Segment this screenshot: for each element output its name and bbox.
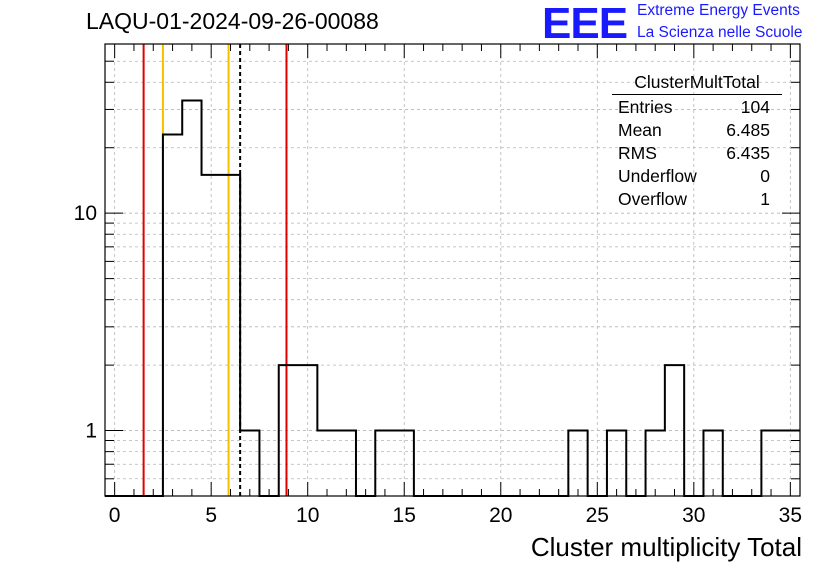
x-tick-label: 25 — [586, 504, 609, 527]
logo-line-2: La Scienza nelle Scuole — [637, 24, 803, 41]
stats-label: Overflow — [618, 189, 688, 209]
stats-row: Entries 104 — [612, 96, 782, 119]
x-tick-label: 20 — [489, 504, 512, 527]
axis-ticks — [105, 43, 800, 497]
stats-label: Underflow — [618, 166, 697, 186]
x-tick-label: 0 — [109, 504, 121, 527]
y-tick-label: 1 — [85, 420, 97, 443]
stats-title: ClusterMultTotal — [612, 72, 782, 95]
stats-value: 0 — [760, 166, 770, 186]
x-tick-label: 15 — [393, 504, 416, 527]
stats-value: 104 — [740, 97, 770, 117]
stats-box: ClusterMultTotal Entries 104 Mean 6.485 … — [612, 72, 782, 211]
histogram-bar — [646, 431, 665, 496]
stats-row: Mean 6.485 — [612, 119, 782, 142]
y-tick-label: 10 — [74, 202, 97, 225]
logo-line-1: Extreme Energy Events — [637, 2, 800, 19]
x-tick-label: 10 — [296, 504, 319, 527]
stats-label: Mean — [618, 120, 662, 140]
tick-labels: 0 5 10 15 20 25 30 35 1 10 — [74, 202, 802, 527]
histogram-bar — [163, 135, 182, 496]
stats-value: 6.435 — [726, 143, 770, 163]
stats-row: Overflow 1 — [612, 188, 782, 211]
histogram-bar — [182, 100, 201, 496]
plot-frame — [104, 43, 801, 497]
x-tick-label: 30 — [682, 504, 705, 527]
histogram-bar — [375, 431, 394, 496]
grid-lines — [105, 43, 800, 497]
stats-row: RMS 6.435 — [612, 142, 782, 165]
stats-label: Entries — [618, 97, 673, 117]
stats-value: 1 — [760, 189, 770, 209]
stats-label: RMS — [618, 143, 657, 163]
chart-title: LAQU-01-2024-09-26-00088 — [86, 8, 379, 34]
stats-value: 6.485 — [726, 120, 770, 140]
x-axis-label: Cluster multiplicity Total — [530, 532, 802, 562]
histogram-bar — [568, 431, 587, 496]
x-tick-label: 35 — [779, 504, 802, 527]
stats-row: Underflow 0 — [612, 165, 782, 188]
eee-logo: EEE — [542, 0, 628, 48]
x-tick-label: 5 — [205, 504, 217, 527]
reference-lines — [142, 44, 288, 496]
